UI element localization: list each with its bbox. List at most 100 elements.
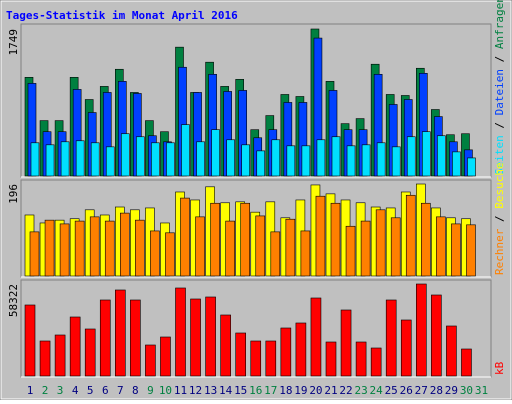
legend-separator: / bbox=[493, 209, 506, 229]
bar bbox=[235, 332, 246, 377]
x-tick-label: 30 bbox=[460, 384, 473, 397]
bar bbox=[391, 146, 401, 177]
legend-separator: / bbox=[493, 115, 506, 135]
bar bbox=[466, 224, 476, 277]
x-tick-label: 10 bbox=[159, 384, 172, 397]
bar bbox=[250, 340, 262, 377]
y-tick-label: 1749 bbox=[7, 29, 20, 56]
bar bbox=[467, 157, 476, 177]
bar bbox=[325, 341, 337, 377]
x-tick-label: 12 bbox=[189, 384, 202, 397]
bar bbox=[89, 216, 100, 277]
x-tick-label: 17 bbox=[264, 384, 277, 397]
x-tick-label: 24 bbox=[370, 384, 384, 397]
bar bbox=[226, 139, 235, 177]
x-tick-label: 6 bbox=[102, 384, 109, 397]
chart-title: Tages-Statistik im Monat April 2016 bbox=[6, 9, 238, 22]
x-tick-label: 13 bbox=[204, 384, 217, 397]
bar bbox=[181, 124, 190, 177]
x-tick-label: 4 bbox=[72, 384, 79, 397]
bar bbox=[295, 322, 307, 377]
x-tick-label: 9 bbox=[147, 384, 154, 397]
bar bbox=[105, 146, 115, 177]
x-tick-label: 1 bbox=[27, 384, 34, 397]
x-tick-label: 26 bbox=[400, 384, 413, 397]
legend-entry: Anfragen bbox=[493, 0, 506, 49]
bar bbox=[330, 202, 341, 277]
bar bbox=[121, 133, 130, 177]
x-tick-label: 5 bbox=[87, 384, 94, 397]
bar bbox=[135, 219, 145, 277]
bar bbox=[180, 197, 190, 277]
bar bbox=[385, 299, 397, 377]
x-tick-label: 11 bbox=[174, 384, 187, 397]
bar bbox=[390, 217, 401, 277]
bar bbox=[405, 194, 416, 277]
bar bbox=[280, 327, 292, 377]
bar bbox=[375, 209, 386, 277]
bar bbox=[286, 145, 296, 177]
bar bbox=[130, 299, 141, 377]
bar bbox=[420, 202, 431, 277]
bar bbox=[436, 216, 446, 277]
legend: Seiten / Dateien / Anfragen bbox=[493, 0, 506, 175]
bar bbox=[225, 220, 235, 277]
legend: kB bbox=[493, 361, 506, 375]
bar bbox=[461, 348, 472, 377]
bar bbox=[69, 316, 81, 377]
bar bbox=[340, 309, 352, 377]
bar bbox=[165, 232, 175, 277]
x-tick-label: 8 bbox=[132, 384, 139, 397]
x-tick-label: 31 bbox=[475, 384, 488, 397]
bar bbox=[39, 340, 51, 377]
bar bbox=[270, 231, 281, 277]
x-tick-label: 19 bbox=[294, 384, 307, 397]
bar bbox=[421, 131, 431, 177]
x-tick-label: 15 bbox=[234, 384, 247, 397]
x-tick-label: 27 bbox=[415, 384, 428, 397]
bar bbox=[136, 136, 145, 177]
x-tick-label: 7 bbox=[117, 384, 124, 397]
x-tick-label: 20 bbox=[309, 384, 322, 397]
y-tick-label: 196 bbox=[7, 184, 20, 204]
bar bbox=[361, 144, 371, 177]
bar bbox=[300, 230, 311, 277]
bar bbox=[145, 344, 156, 377]
x-tick-label: 23 bbox=[354, 384, 367, 397]
bar bbox=[75, 140, 85, 177]
bar bbox=[205, 296, 216, 377]
bar bbox=[437, 135, 446, 177]
bar bbox=[74, 220, 85, 277]
bar bbox=[446, 325, 457, 377]
legend-entry: Rechner bbox=[493, 228, 506, 275]
bar bbox=[175, 287, 186, 377]
x-tick-label: 22 bbox=[339, 384, 352, 397]
bar bbox=[256, 150, 266, 177]
bar bbox=[452, 151, 461, 177]
bar bbox=[59, 223, 70, 277]
bar bbox=[151, 142, 160, 177]
bar bbox=[30, 142, 40, 177]
bar bbox=[24, 304, 36, 377]
x-tick-label: 18 bbox=[279, 384, 292, 397]
bar bbox=[210, 202, 220, 277]
bar bbox=[84, 328, 96, 377]
bar bbox=[196, 141, 205, 177]
legend: Rechner / Besuche bbox=[493, 162, 506, 275]
x-tick-label: 14 bbox=[219, 384, 233, 397]
bar bbox=[316, 139, 326, 177]
bar bbox=[400, 319, 412, 377]
legend-entry: Seiten bbox=[493, 135, 506, 175]
bar bbox=[195, 216, 205, 277]
bar bbox=[331, 136, 341, 177]
x-tick-label: 25 bbox=[385, 384, 398, 397]
bar bbox=[376, 142, 386, 177]
bar bbox=[166, 142, 175, 177]
bar bbox=[190, 298, 201, 377]
bar bbox=[346, 145, 356, 177]
bar bbox=[44, 219, 55, 277]
x-tick-label: 16 bbox=[249, 384, 262, 397]
